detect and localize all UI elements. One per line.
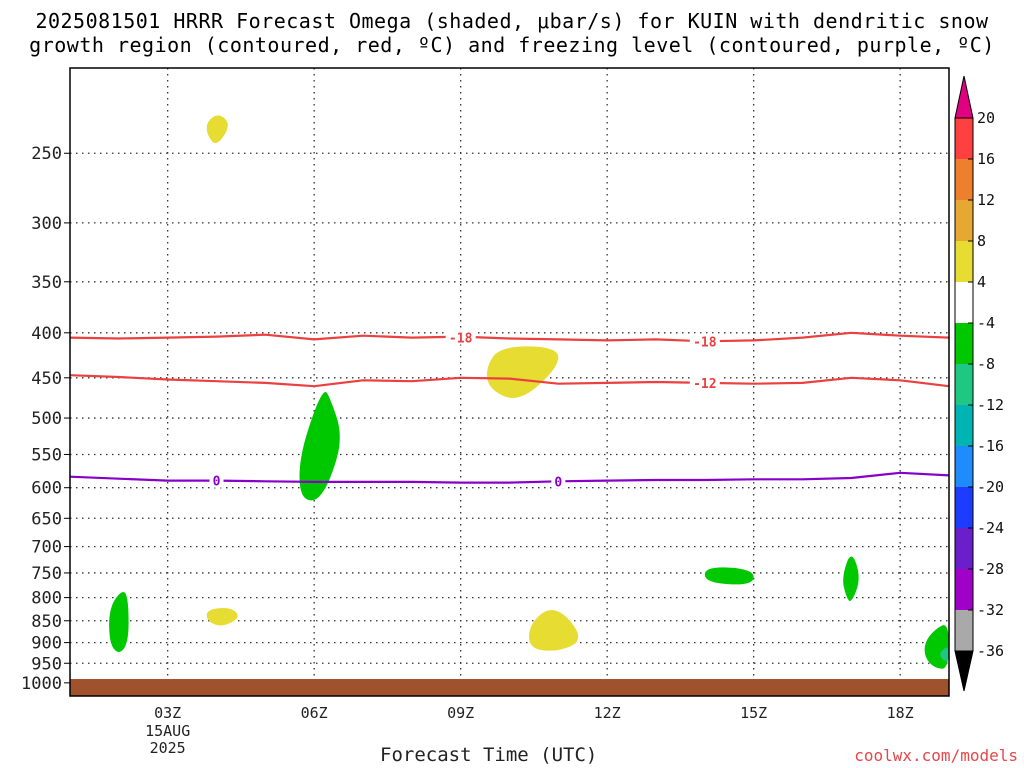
x-tick-label-15Z: 15Z [740, 704, 767, 722]
contour-label-bg-0 [445, 329, 476, 345]
contour-label-bg-1 [689, 333, 720, 349]
colorbar-swatch-6 [955, 364, 973, 405]
y-tick-label-350: 350 [31, 273, 62, 293]
y-tick-label-300: 300 [31, 214, 62, 234]
colorbar-swatch-8 [955, 446, 973, 487]
colorbar-swatch-1 [955, 159, 973, 200]
omega-neg4-neg8-a [299, 392, 340, 501]
omega-4-8-d [529, 610, 579, 651]
colorbar-swatch-5 [955, 323, 973, 364]
colorbar-label-8: -16 [977, 437, 1004, 455]
ground-layer [70, 679, 949, 696]
colorbar-label-2: 12 [977, 191, 995, 209]
date-label-1: 2025 [150, 739, 186, 757]
contour-label-0: -18 [449, 332, 473, 347]
x-tick-label-18Z: 18Z [887, 704, 914, 722]
colorbar: 20 16 12 8 4 -4 -8 -12 -16 -20 -24 -28 -32 -36 [954, 75, 1004, 692]
colorbar-label-10: -24 [977, 519, 1004, 537]
omega-neg4-neg8-b [109, 592, 129, 652]
colorbar-label-3: 8 [977, 232, 986, 250]
contour-lines: -18 -18 -12 0 0 [69, 329, 950, 490]
colorbar-label-13: -36 [977, 642, 1004, 660]
x-axis-title: Forecast Time (UTC) [380, 744, 598, 766]
y-tick-label-850: 850 [31, 612, 62, 632]
omega-4-8-b [486, 346, 559, 398]
colorbar-top-arrow [954, 75, 974, 119]
colorbar-frame [954, 117, 974, 652]
x-tick-label-06Z: 06Z [301, 704, 328, 722]
dendritic-minus12 [69, 374, 950, 388]
colorbar-bottom-arrow [954, 650, 974, 692]
x-tick-label-09Z: 09Z [447, 704, 474, 722]
shaded-regions [109, 115, 949, 669]
dendritic-minus18 [69, 331, 950, 343]
plot-frame [69, 67, 950, 697]
omega-neg8-neg12-a [940, 647, 949, 662]
contour-label-bg-2 [689, 374, 720, 390]
omega-4-8-a [206, 115, 228, 144]
contour-label-bg-3 [209, 472, 224, 488]
x-tick-label-12Z: 12Z [594, 704, 621, 722]
colorbar-swatch-12 [955, 610, 973, 651]
y-tick-label-500: 500 [31, 409, 62, 429]
y-tick-label-400: 400 [31, 324, 62, 344]
y-tick-label-950: 950 [31, 654, 62, 674]
credit-link[interactable]: coolwx.com/models [854, 746, 1018, 765]
y-tick-label-550: 550 [31, 445, 62, 465]
colorbar-swatch-7 [955, 405, 973, 446]
date-label-0: 15AUG [145, 722, 190, 740]
ground-fill [70, 679, 949, 696]
omega-neg4-neg8-c [704, 567, 754, 585]
chart-title-line2: growth region (contoured, red, ºC) and f… [29, 33, 995, 57]
y-tick-label-250: 250 [31, 144, 62, 164]
contour-label-1: -18 [693, 335, 717, 350]
colorbar-swatch-9 [955, 487, 973, 528]
colorbar-label-5: -4 [977, 314, 995, 332]
y-tick-label-900: 900 [31, 634, 62, 654]
grid-layer [70, 68, 949, 696]
colorbar-label-4: 4 [977, 273, 986, 291]
colorbar-label-6: -8 [977, 355, 995, 373]
omega-neg4-neg8-d [843, 556, 859, 602]
x-tick-label-03Z: 03Z [154, 704, 181, 722]
colorbar-swatch-4 [955, 282, 973, 323]
colorbar-label-11: -28 [977, 560, 1004, 578]
contour-label-4: 0 [554, 475, 562, 490]
y-tick-label-1000: 1000 [21, 674, 62, 694]
y-tick-label-650: 650 [31, 509, 62, 529]
colorbar-label-9: -20 [977, 478, 1004, 496]
colorbar-swatch-10 [955, 528, 973, 569]
colorbar-label-7: -12 [977, 396, 1004, 414]
contour-label-bg-4 [551, 473, 566, 489]
contour-label-2: -12 [693, 377, 716, 392]
colorbar-label-0: 20 [977, 109, 995, 127]
colorbar-label-12: -32 [977, 601, 1004, 619]
colorbar-label-1: 16 [977, 150, 995, 168]
omega-4-8-c [206, 607, 238, 626]
colorbar-swatch-2 [955, 200, 973, 241]
colorbar-swatch-3 [955, 241, 973, 282]
colorbar-swatch-11 [955, 569, 973, 610]
chart-title-line1: 2025081501 HRRR Forecast Omega (shaded, … [35, 9, 989, 33]
y-tick-label-750: 750 [31, 564, 62, 584]
axis-labels: 2503003504004505005506006507007508008509… [21, 144, 914, 757]
y-tick-label-600: 600 [31, 479, 62, 499]
y-tick-label-800: 800 [31, 589, 62, 609]
contour-label-3: 0 [213, 475, 221, 490]
colorbar-swatch-0 [955, 118, 973, 159]
y-tick-label-450: 450 [31, 369, 62, 389]
y-tick-label-700: 700 [31, 538, 62, 558]
